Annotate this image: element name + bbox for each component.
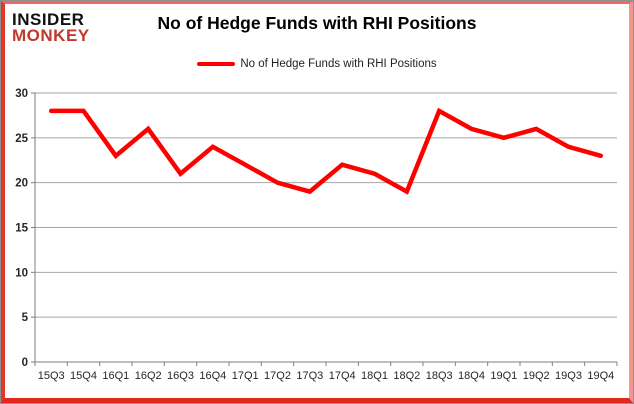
y-tick-label: 5 bbox=[22, 312, 29, 324]
y-tick-label: 10 bbox=[15, 267, 28, 279]
x-tick-label: 17Q2 bbox=[264, 370, 291, 382]
y-tick-label: 25 bbox=[15, 133, 28, 145]
insider-monkey-logo: INSIDER MONKEY bbox=[12, 10, 90, 45]
x-tick-label: 19Q1 bbox=[490, 370, 517, 382]
x-tick-label: 18Q3 bbox=[426, 370, 453, 382]
legend-line-swatch-icon bbox=[197, 62, 236, 66]
x-tick-label: 17Q1 bbox=[232, 370, 259, 382]
x-tick-label: 18Q1 bbox=[361, 370, 388, 382]
x-tick-label: 19Q3 bbox=[555, 370, 582, 382]
series-line bbox=[48, 107, 604, 195]
logo-line2: MONKEY bbox=[12, 25, 90, 45]
y-tick-label: 20 bbox=[15, 178, 28, 190]
x-tick-label: 17Q3 bbox=[296, 370, 323, 382]
legend: No of Hedge Funds with RHI Positions bbox=[1, 58, 633, 70]
x-tick-label: 19Q4 bbox=[587, 370, 614, 382]
y-tick-label: 30 bbox=[15, 88, 28, 100]
x-tick-label: 16Q3 bbox=[167, 370, 194, 382]
x-tick-label: 15Q4 bbox=[70, 370, 97, 382]
x-tick-label: 16Q1 bbox=[102, 370, 129, 382]
x-tick-label: 18Q4 bbox=[458, 370, 485, 382]
x-tick-label: 17Q4 bbox=[329, 370, 356, 382]
x-tick-label: 16Q2 bbox=[135, 370, 162, 382]
legend-label: No of Hedge Funds with RHI Positions bbox=[240, 58, 437, 70]
y-tick-label: 15 bbox=[15, 223, 28, 235]
x-tick-label: 16Q4 bbox=[199, 370, 226, 382]
x-tick-label: 15Q3 bbox=[38, 370, 65, 382]
x-tick-label: 19Q2 bbox=[523, 370, 550, 382]
chart-title: No of Hedge Funds with RHI Positions bbox=[157, 13, 477, 33]
y-tick-label: 0 bbox=[22, 357, 28, 369]
x-tick-label: 18Q2 bbox=[393, 370, 420, 382]
logo-line1: INSIDER bbox=[12, 10, 85, 29]
